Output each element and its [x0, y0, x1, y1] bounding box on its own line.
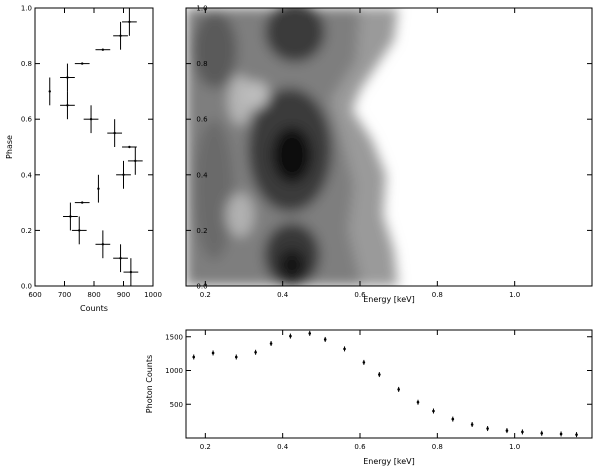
data-point — [122, 145, 137, 149]
data-point — [116, 160, 131, 189]
data-point — [97, 174, 100, 203]
data-point — [540, 430, 544, 436]
data-point — [192, 354, 196, 360]
data-point — [107, 119, 123, 147]
data-point — [362, 359, 366, 365]
x-axis-label: Energy [keV] — [363, 457, 415, 466]
data-point — [95, 48, 111, 51]
data-point — [122, 8, 137, 36]
data-point — [95, 230, 111, 259]
y-tick-label: 0.0 — [196, 283, 207, 291]
x-axis-label: Energy [keV] — [363, 295, 415, 304]
data-point — [343, 346, 346, 352]
data-point — [254, 349, 257, 355]
x-tick-label: 0.4 — [277, 291, 289, 299]
data-point — [113, 244, 128, 273]
data-point — [559, 431, 563, 437]
data-point — [60, 63, 75, 92]
x-axis-ticks: 0.2 0.4 0.6 0.8 1.0 — [200, 330, 520, 451]
x-tick-label: 600 — [28, 291, 41, 299]
y-tick-label: 500 — [170, 401, 183, 409]
y-tick-label: 0.2 — [196, 227, 207, 235]
data-point — [74, 201, 90, 204]
y-axis-ticks: 0.0 0.2 0.4 0.6 0.8 1.0 — [21, 5, 153, 291]
data-point — [234, 354, 238, 360]
x-axis-ticks: 600 700 800 900 1000 — [28, 8, 162, 299]
data-points — [192, 330, 578, 438]
data-point — [269, 341, 273, 346]
x-tick-label: 1.0 — [509, 291, 520, 299]
y-axis-ticks: 500 1000 1500 — [165, 333, 592, 409]
panel-phase-energy: 0.2 0.4 0.6 0.8 1.0 0.00.20.40.60.81.0 Energ… — [185, 5, 593, 304]
plot-frame — [185, 329, 593, 439]
y-tick-label: 0.0 — [21, 283, 32, 291]
y-tick-label: 1500 — [165, 333, 183, 341]
x-tick-label: 0.8 — [432, 443, 443, 451]
data-point — [416, 399, 420, 405]
x-axis-label: Counts — [80, 304, 108, 313]
y-tick-label: 0.6 — [21, 116, 33, 124]
y-tick-label: 0.8 — [21, 60, 32, 68]
data-point — [470, 422, 474, 427]
data-point — [60, 91, 75, 120]
data-point — [113, 21, 128, 50]
plot-frame — [185, 7, 593, 287]
x-tick-label: 0.2 — [200, 291, 211, 299]
data-point — [83, 105, 99, 134]
x-tick-label: 0.4 — [277, 443, 289, 451]
data-point — [486, 426, 489, 432]
y-axis-label: Photon Counts — [145, 355, 154, 413]
x-tick-label: 800 — [87, 291, 100, 299]
y-tick-label: 0.6 — [196, 116, 208, 124]
data-point — [127, 147, 143, 175]
y-axis-label: Phase — [5, 135, 14, 159]
y-tick-label: 1.0 — [21, 5, 32, 13]
data-point — [505, 428, 509, 434]
data-point — [211, 350, 215, 356]
x-tick-label: 1.0 — [509, 443, 520, 451]
data-point — [63, 202, 78, 231]
data-point — [378, 372, 381, 378]
panel-photon-spectrum: 0.2 0.4 0.6 0.8 1.0 500 1000 1500 Energy [keV]… — [145, 329, 593, 466]
data-point — [521, 429, 524, 435]
x-tick-label: 0.2 — [200, 443, 211, 451]
heatmap-image — [186, 8, 592, 286]
data-point — [575, 432, 578, 438]
data-point — [71, 216, 87, 245]
data-point — [432, 408, 435, 414]
data-point — [74, 62, 90, 65]
data-points — [48, 8, 143, 286]
y-tick-label: 0.2 — [21, 227, 32, 235]
data-point — [123, 258, 139, 286]
panel-phase-counts: 600 700 800 900 1000 0.0 0.2 0.4 0.6 0.8 1.0 Coun… — [5, 5, 162, 314]
y-tick-label: 1000 — [165, 367, 183, 375]
y-tick-label: 0.4 — [196, 171, 208, 179]
x-tick-label: 700 — [58, 291, 71, 299]
x-tick-label: 900 — [117, 291, 130, 299]
y-axis-ticks: 0.0 0.2 0.4 0.6 0.8 1.0 — [186, 5, 592, 291]
data-point — [451, 416, 455, 422]
data-point — [289, 333, 292, 339]
x-tick-label: 0.8 — [432, 291, 443, 299]
y-tick-label: 0.4 — [21, 171, 33, 179]
x-axis-ticks: 0.2 0.4 0.6 0.8 1.0 — [200, 8, 520, 299]
x-tick-label: 0.6 — [354, 443, 366, 451]
y-tick-label: 1.0 — [196, 5, 207, 13]
x-tick-label: 0.6 — [354, 291, 366, 299]
x-tick-label: 1000 — [144, 291, 162, 299]
data-point — [323, 336, 327, 342]
data-point — [48, 77, 51, 106]
data-point — [308, 330, 312, 336]
y-tick-label: 0.8 — [196, 60, 207, 68]
data-point — [397, 386, 400, 392]
